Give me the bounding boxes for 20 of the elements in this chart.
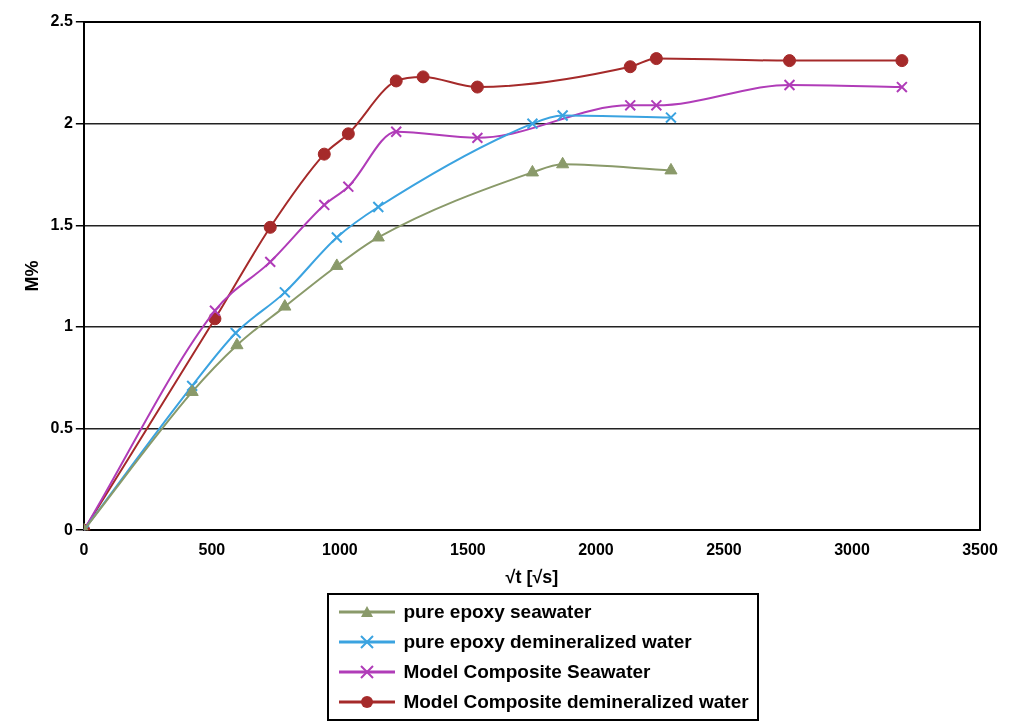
x-axis-title: √t [√s] [505, 567, 559, 588]
x-tick-label: 0 [79, 541, 89, 559]
x-tick-label: 1000 [322, 541, 358, 559]
x-tick-label: 500 [198, 541, 226, 559]
legend-label: pure epoxy demineralized water [403, 631, 692, 653]
x-tick-label: 1500 [450, 541, 486, 559]
y-tick-label: 1.5 [50, 215, 73, 233]
y-tick-label: 2 [63, 114, 73, 132]
legend-label: Model Composite Seawater [403, 661, 651, 683]
x-tick-label: 2000 [578, 541, 614, 559]
x-tick-label: 3000 [834, 541, 870, 559]
y-tick-label: 0 [63, 520, 73, 538]
legend-label: Model Composite demineralized water [403, 691, 749, 713]
y-tick-label: 2.5 [50, 12, 73, 30]
x-tick-label: 2500 [706, 541, 742, 559]
y-tick-label: 0.5 [50, 418, 73, 436]
y-tick-label: 1 [63, 317, 73, 335]
y-axis-title: M% [21, 260, 42, 292]
x-tick-label: 3500 [962, 541, 998, 559]
legend-label: pure epoxy seawater [403, 601, 592, 623]
